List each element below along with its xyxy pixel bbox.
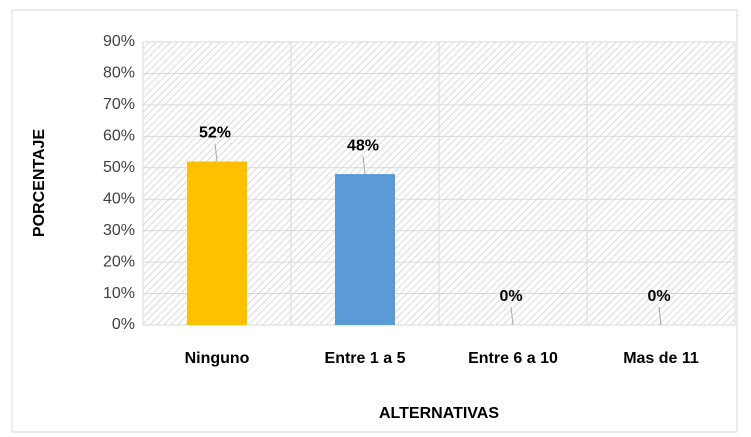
bar	[187, 161, 247, 325]
y-tick-label: 50%	[103, 159, 135, 176]
data-label: 48%	[347, 137, 379, 154]
leader-line	[214, 143, 218, 162]
y-tick-label: 70%	[103, 96, 135, 113]
x-tick-label: Mas de 11	[623, 350, 699, 367]
y-tick-label: 90%	[103, 33, 135, 50]
y-tick-label: 80%	[103, 65, 135, 82]
leader-line	[362, 156, 366, 175]
y-tick-label: 60%	[103, 128, 135, 145]
leader-line	[658, 306, 662, 326]
data-label: 52%	[199, 125, 231, 142]
y-tick-label: 40%	[103, 190, 135, 207]
y-tick-label: 10%	[103, 285, 135, 302]
data-label: 0%	[499, 288, 522, 305]
x-tick-label: Entre 1 a 5	[325, 350, 406, 367]
y-tick-label: 20%	[103, 253, 135, 270]
bar	[335, 174, 395, 325]
y-tick-label: 30%	[103, 222, 135, 239]
y-tick-label: 0%	[112, 316, 135, 333]
x-tick-label: Ninguno	[185, 350, 250, 367]
x-tick-label: Entre 6 a 10	[468, 350, 558, 367]
leader-line	[510, 306, 514, 326]
y-axis-label: PORCENTAJE	[31, 129, 48, 237]
data-label: 0%	[647, 288, 670, 305]
x-axis-label: ALTERNATIVAS	[379, 405, 499, 422]
